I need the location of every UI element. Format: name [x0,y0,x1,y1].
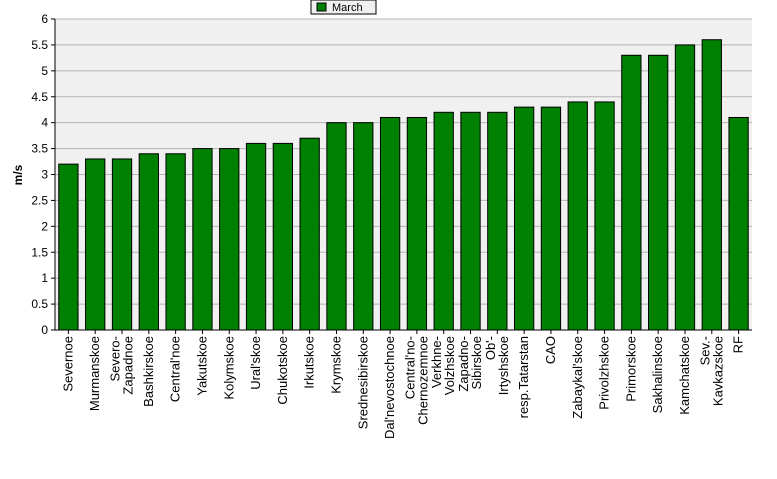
x-tick-label: Kolymskoe [221,336,236,400]
y-tick-label: 3.5 [31,142,48,156]
y-tick-label: 1.5 [31,245,48,259]
bar [648,54,669,331]
bar [701,39,722,331]
legend: March [310,0,377,15]
y-tick-label: 4.5 [31,90,48,104]
x-tick-label: Primorskoe [623,336,638,402]
y-tick-label: 2.5 [31,193,48,207]
bar [353,122,374,331]
x-tick-label: Ob'-Irtyshskoe [483,336,511,395]
y-tick-label: 4 [41,116,48,130]
x-tick-label: Srednesibirskoe [355,336,370,429]
x-tick-label: Ural'skoe [248,336,263,390]
x-tick-label: CAO [543,336,558,364]
x-tick-label: Kamchatskoe [677,336,692,415]
bar [379,116,401,331]
x-tick-label: Zabaykal'skoe [570,336,585,419]
bar [460,111,481,331]
x-tick-label: Severo-Zapadnoe [108,336,136,395]
bar [567,101,588,331]
x-tick-label: Bashkirskoe [141,336,156,407]
bar [272,142,294,331]
x-tick-label: Central'no-Chernozemnoe [402,336,430,425]
y-tick-label: 6 [41,12,48,26]
y-tick-label: 3 [41,168,48,182]
y-axis-label: m/s [11,164,25,185]
y-tick-label: 0.5 [31,297,48,311]
bar [406,116,428,331]
bar [513,106,535,331]
bar [594,101,615,331]
x-tick-label: Severnoe [60,336,75,392]
bar [165,153,186,331]
x-tick-label: Central'noe [168,336,183,402]
y-tick-label: 1 [41,271,48,285]
bar [487,111,508,331]
x-tick-label: Chukotskoe [275,336,290,405]
x-tick-label: Krymskoe [328,336,343,394]
bar [111,158,133,331]
bar [621,54,642,331]
bar [674,44,696,331]
bar [540,106,562,331]
x-tick-label: Sakhalinskoe [650,336,665,413]
y-tick-label: 0 [41,323,48,337]
bar [326,122,347,331]
bar [138,153,159,331]
bar [58,163,79,331]
x-tick-label: RF [731,336,746,353]
x-tick-label: Yakutskoe [194,336,209,396]
x-tick-label: Irkutskoe [302,336,317,389]
y-tick-label: 2 [41,219,48,233]
bar [299,137,320,331]
bar [728,116,749,331]
bar [85,158,106,331]
x-tick-label: Murmanskoe [87,336,102,411]
x-tick-label: Privolzhskoe [597,336,612,410]
bar [192,148,213,331]
plot-area: 0 0.5 1 1.5 2 2.5 3 3.5 4 4.5 5 5.5 6 Severnoe Murmans… [31,12,752,439]
x-tick-label: Zapadno-Sibirskoe [456,336,484,392]
bar [245,142,267,331]
x-tick-label: Dal'nevostochnoe [382,336,397,439]
legend-box [310,0,377,15]
y-tick-label: 5 [41,64,48,78]
x-tick-label: resp.Tatarstan [516,336,531,418]
legend-label-march: March [332,2,363,14]
bar [433,111,454,331]
bar [219,148,240,331]
y-tick-label: 5.5 [31,38,48,52]
x-tick-label: Sev.-Kavkazskoe [697,336,725,406]
legend-swatch [316,2,327,12]
x-tick-label: Verkhne-Volzhskoe [429,336,457,395]
